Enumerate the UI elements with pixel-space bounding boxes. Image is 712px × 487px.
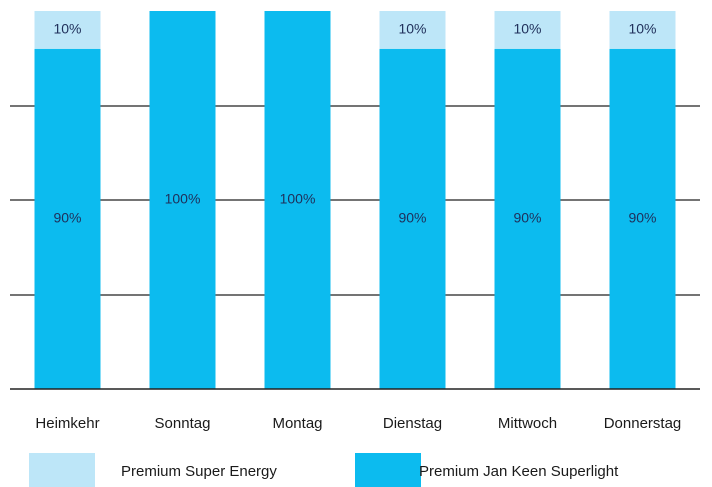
x-tick-label: Donnerstag (604, 415, 682, 432)
legend-swatch (355, 453, 421, 487)
bars (34, 11, 676, 390)
legend-label: Premium Jan Keen Superlight (419, 463, 619, 480)
bar-mittwoch-super-energy (494, 11, 561, 49)
legend-label: Premium Super Energy (121, 463, 277, 480)
data-label: 100% (280, 191, 316, 207)
x-tick-label: Sonntag (155, 415, 211, 432)
x-tick-label: Heimkehr (35, 415, 99, 432)
x-tick-label: Dienstag (383, 415, 442, 432)
bar-donnerstag-jan-keen-superlight (609, 48, 676, 390)
data-label: 10% (53, 21, 81, 37)
data-label: 90% (513, 210, 541, 226)
legend-swatch (29, 453, 95, 487)
bar-sonntag-jan-keen-superlight (149, 11, 216, 389)
bar-dienstag-super-energy (379, 11, 446, 49)
data-label: 10% (628, 21, 656, 37)
x-tick-labels: Heimkehr Sonntag Montag Dienstag Mittwoch Don… (35, 415, 681, 432)
bar-mittwoch-jan-keen-superlight (494, 48, 561, 390)
bar-heimkehr-jan-keen-superlight (34, 48, 101, 390)
bar-heimkehr-super-energy (34, 11, 101, 49)
legend: Premium Super Energy Premium Jan Keen Sup… (29, 453, 619, 487)
data-label: 10% (513, 21, 541, 37)
bar-labels: 90% 10% 100% 100% 90% 10% 90% 10% 90% 10% (53, 21, 656, 226)
data-label: 90% (398, 210, 426, 226)
data-label: 90% (628, 210, 656, 226)
data-label: 10% (398, 21, 426, 37)
bar-donnerstag-super-energy (609, 11, 676, 49)
x-tick-label: Montag (272, 415, 322, 432)
gridlines (10, 105, 700, 296)
bar-montag-jan-keen-superlight (264, 11, 331, 389)
bar-dienstag-jan-keen-superlight (379, 48, 446, 390)
x-tick-label: Mittwoch (498, 415, 557, 432)
data-label: 90% (53, 210, 81, 226)
data-label: 100% (165, 191, 201, 207)
